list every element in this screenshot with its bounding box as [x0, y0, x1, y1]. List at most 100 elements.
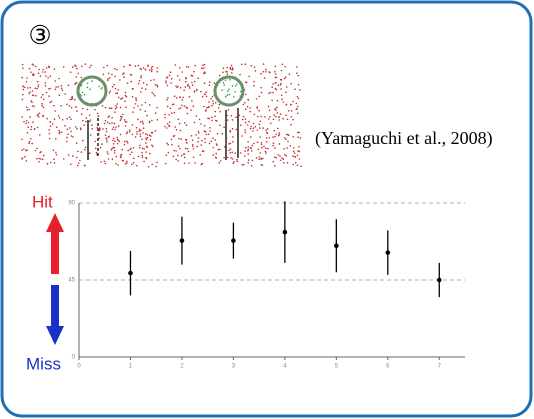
point	[386, 250, 391, 255]
dot	[228, 88, 230, 90]
dot	[177, 155, 179, 157]
dot	[143, 161, 145, 163]
dot	[260, 87, 262, 89]
dot	[117, 103, 119, 105]
dot	[249, 107, 251, 109]
dot	[284, 154, 286, 156]
dot	[286, 86, 288, 88]
dot	[209, 143, 211, 145]
dot	[66, 141, 68, 143]
dot	[182, 71, 184, 73]
dot	[94, 109, 96, 111]
dot	[201, 68, 203, 70]
dot	[265, 129, 267, 131]
dot	[173, 135, 175, 137]
dot	[151, 144, 153, 146]
dot	[72, 136, 74, 138]
dot	[97, 113, 99, 115]
dot	[120, 118, 122, 120]
dot	[184, 157, 186, 159]
dot	[234, 91, 236, 93]
dot	[97, 127, 99, 129]
dot	[122, 114, 124, 116]
dot	[171, 144, 173, 146]
dot	[186, 107, 188, 109]
dot	[82, 108, 84, 110]
dot	[282, 64, 284, 66]
dot	[91, 128, 93, 130]
dot	[165, 163, 167, 165]
dot	[30, 138, 32, 140]
dot	[45, 85, 47, 87]
dot	[176, 97, 178, 99]
dot	[63, 158, 65, 160]
dot	[285, 138, 287, 140]
dot	[139, 147, 141, 149]
dot	[150, 80, 152, 82]
dot	[225, 143, 227, 145]
dot	[32, 90, 34, 92]
dot	[210, 98, 212, 100]
dot	[204, 93, 206, 95]
dot	[241, 135, 243, 137]
dot	[105, 135, 107, 137]
dot	[169, 75, 171, 77]
dot	[149, 104, 151, 106]
dot	[201, 144, 203, 146]
dot	[119, 141, 121, 143]
dot	[278, 154, 280, 156]
dot	[280, 160, 282, 162]
dot	[53, 149, 55, 151]
dot	[182, 97, 184, 99]
dot	[175, 85, 177, 87]
dot	[297, 155, 299, 157]
dot	[214, 82, 216, 84]
dot	[22, 99, 24, 101]
dot	[139, 130, 141, 132]
dot	[169, 126, 171, 128]
dot	[251, 150, 253, 152]
dot	[37, 81, 39, 83]
dot	[120, 98, 122, 100]
dot	[70, 163, 72, 165]
dot	[129, 64, 131, 66]
dot	[67, 134, 69, 136]
y-tick-label: 90	[68, 201, 75, 207]
dot	[270, 92, 272, 94]
dot	[182, 99, 184, 101]
dot	[80, 127, 82, 129]
dot	[280, 88, 282, 90]
dot	[269, 110, 271, 112]
dot	[66, 118, 68, 120]
dot	[272, 145, 274, 147]
dot	[36, 88, 38, 90]
dot	[103, 74, 105, 76]
dot	[27, 109, 29, 111]
dot	[191, 82, 193, 84]
dot	[191, 100, 193, 102]
dot	[34, 129, 36, 131]
dot	[166, 99, 168, 101]
dot	[219, 149, 221, 151]
dot	[230, 152, 232, 154]
dot	[192, 146, 194, 148]
dot	[197, 141, 199, 143]
dot	[50, 125, 52, 127]
dot	[117, 137, 119, 139]
dot	[126, 96, 128, 98]
dot	[286, 147, 288, 149]
dot	[259, 96, 261, 98]
dot	[218, 149, 220, 151]
dot	[211, 105, 213, 107]
dot	[225, 80, 227, 82]
dot	[149, 69, 151, 71]
dot	[155, 166, 157, 168]
dot	[240, 152, 242, 154]
dot	[223, 67, 225, 69]
dot	[152, 146, 154, 148]
dot	[28, 143, 30, 145]
dot	[130, 148, 132, 150]
dot	[140, 121, 142, 123]
dot	[46, 67, 48, 69]
dot	[230, 157, 232, 159]
